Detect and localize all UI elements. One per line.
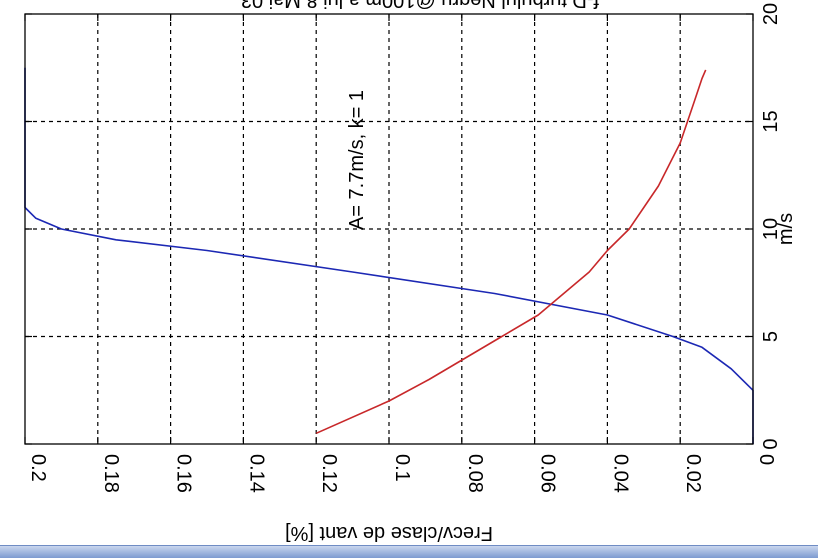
y-tick-label: 0.18	[100, 454, 122, 493]
y-tick-label: 0.1	[391, 454, 413, 482]
y-tick-label: 0.04	[609, 454, 631, 493]
chart-title: f-D turbulul Negru @100m a lui 8 Mai 03	[241, 0, 599, 11]
x-tick-label: 5	[760, 331, 782, 342]
y-tick-label: 0.16	[173, 454, 195, 493]
y-tick-label: 0.02	[682, 454, 704, 493]
x-tick-label: 0	[760, 438, 782, 449]
y-tick-label: 0.2	[27, 454, 49, 482]
x-tick-label: 20	[760, 3, 782, 25]
y-axis-label: Frecv/clase de vant [%]	[285, 522, 493, 544]
grid-lines	[25, 14, 753, 444]
x-tick-labels: 0 5 10 15 20	[760, 3, 782, 450]
tick-marks	[24, 13, 754, 445]
y-tick-label: 0.14	[245, 454, 267, 493]
y-tick-label: 0.12	[318, 454, 340, 493]
window-bottom-edge	[0, 545, 818, 558]
x-axis-label: m/s	[775, 213, 797, 245]
x-tick-label: 15	[760, 110, 782, 132]
x-tick-label: 10	[760, 218, 782, 240]
y-tick-label: 0.06	[537, 454, 559, 493]
y-tick-label: 0	[755, 454, 777, 465]
annotation-parameters: A= 7.7m/s, k= 1	[346, 90, 368, 230]
y-tick-label: 0.08	[464, 454, 486, 493]
series-line-red	[315, 69, 707, 435]
y-tick-labels: 0 0.02 0.04 0.06 0.08 0.1 0.12 0.14 0.16 0.18 0.2	[27, 454, 777, 493]
